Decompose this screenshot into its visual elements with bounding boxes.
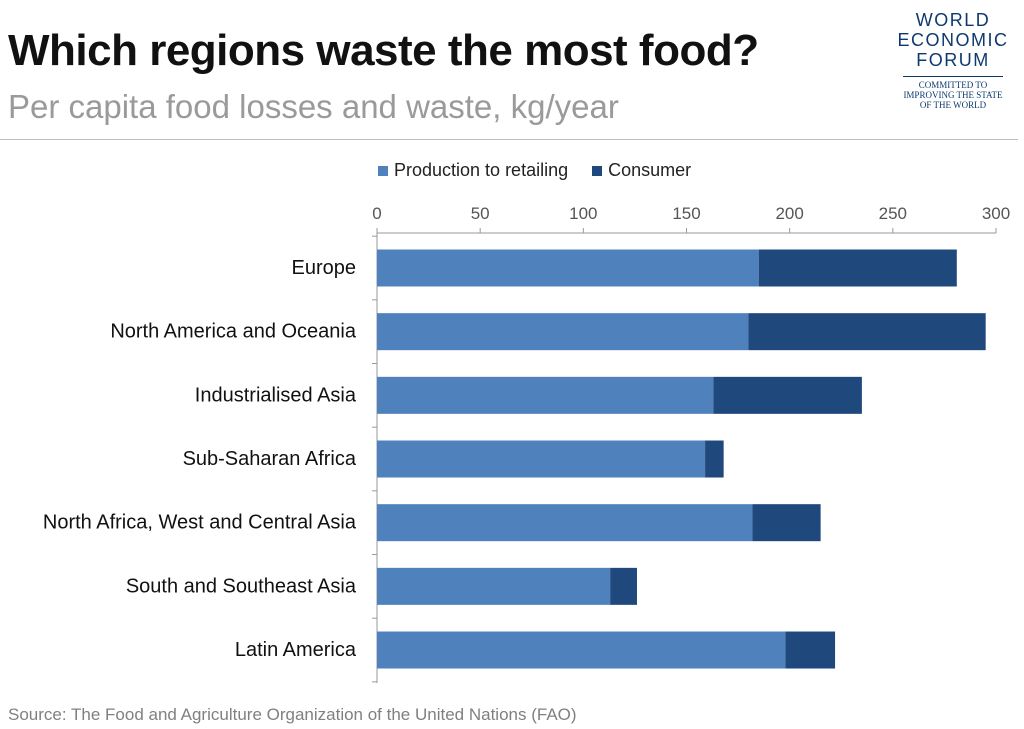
legend-label-production: Production to retailing [394,160,569,180]
legend-swatch-consumer [592,165,603,176]
category-label: South and Southeast Asia [126,575,357,597]
wef-logo: WORLD ECONOMIC FORUM COMMITTED TO IMPROV… [888,10,1018,134]
category-label: Industrialised Asia [195,384,357,406]
logo-line-3: FORUM [916,50,990,70]
category-label: North America and Oceania [110,321,357,343]
legend-item-production: Production to retailing [378,160,568,181]
x-tick-label: 150 [672,204,700,223]
x-tick-label: 200 [775,204,803,223]
bar-consumer [705,440,724,478]
bar-production [377,313,749,351]
bar-production [377,249,759,287]
logo-tagline-3: OF THE WORLD [919,100,987,110]
legend-item-consumer: Consumer [592,160,691,181]
x-tick-label: 250 [879,204,907,223]
x-tick-label: 100 [569,204,597,223]
header-divider [0,139,1018,140]
x-tick-label: 0 [372,204,381,223]
x-tick-label: 50 [471,204,490,223]
logo-tagline-1: COMMITTED TO [918,80,988,90]
bar-consumer [785,631,836,669]
bar-production [377,631,786,669]
source-note: Source: The Food and Agriculture Organiz… [8,705,577,724]
category-label: Sub-Saharan Africa [183,448,357,470]
category-label: North Africa, West and Central Asia [43,512,357,534]
legend-label-consumer: Consumer [608,160,692,180]
bar-consumer [610,567,637,605]
logo-divider [903,76,1003,77]
chart-legend: Production to retailing Consumer [378,160,715,181]
bar-production [377,440,706,478]
logo-tagline-2: IMPROVING THE STATE [903,90,1003,100]
bar-consumer [752,504,821,542]
category-label: Latin America [235,639,357,661]
chart-subtitle: Per capita food losses and waste, kg/yea… [8,88,619,125]
x-tick-label: 300 [982,204,1010,223]
bar-production [377,504,753,542]
bar-consumer [748,313,986,351]
logo-line-2: ECONOMIC [897,30,1009,50]
category-label: Europe [292,257,357,279]
bar-production [377,567,611,605]
bar-consumer [758,249,957,287]
legend-swatch-production [378,165,388,176]
chart-title: Which regions waste the most food? [8,26,759,75]
logo-line-1: WORLD [915,10,991,30]
logo-wordmark: WORLD ECONOMIC FORUM [888,10,1018,70]
bar-production [377,376,714,414]
stacked-bar-chart: 0 50 100 150 200 250 300 Europe North America an… [43,204,1010,683]
bar-consumer [713,376,862,414]
logo-tagline: COMMITTED TO IMPROVING THE STATE OF THE … [888,80,1018,110]
